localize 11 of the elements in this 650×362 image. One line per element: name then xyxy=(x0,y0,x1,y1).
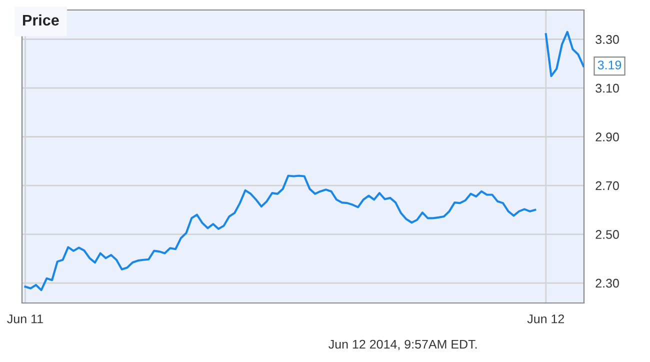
y-tick-label: 2.70 xyxy=(596,181,619,190)
y-tick-label: 2.50 xyxy=(596,230,619,239)
chart-title: Price xyxy=(23,14,59,26)
x-tick-label: Jun 12 xyxy=(527,314,564,324)
x-tick-label: Jun 11 xyxy=(7,314,43,324)
y-tick-label: 2.30 xyxy=(596,278,619,288)
text: 3.19 xyxy=(598,60,622,70)
y-tick-label: 3.30 xyxy=(596,35,619,44)
text: Jun 12 2014, 9:57AM EDT. xyxy=(328,340,477,350)
y-tick-label: 3.10 xyxy=(596,84,619,93)
y-tick-label: 2.90 xyxy=(596,132,619,142)
